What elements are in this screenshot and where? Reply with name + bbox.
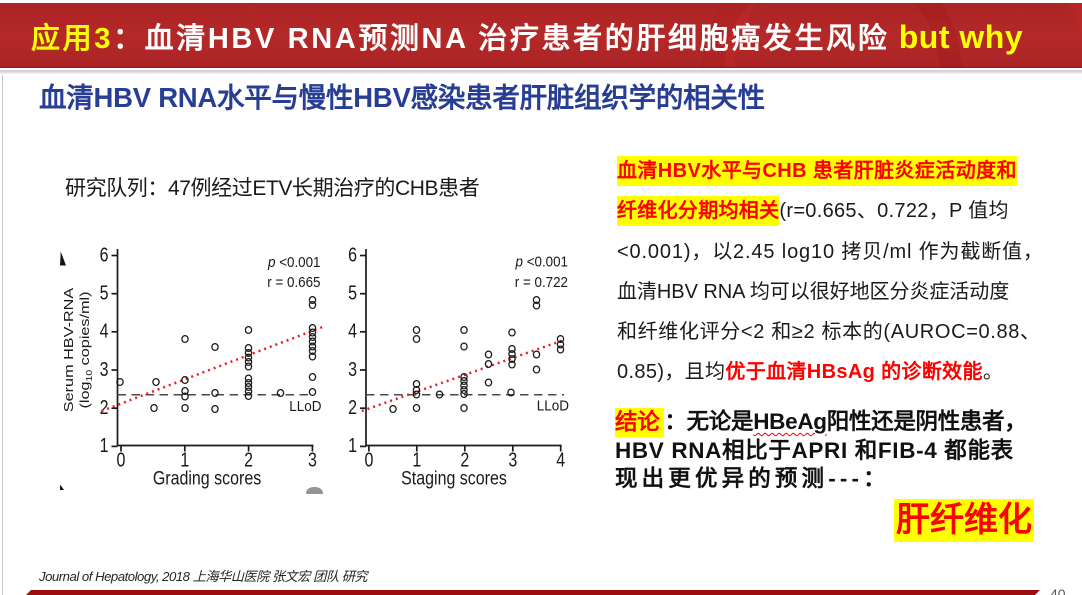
svg-text:0: 0 bbox=[364, 449, 373, 471]
svg-text:1: 1 bbox=[348, 435, 357, 457]
svg-text:4: 4 bbox=[556, 449, 565, 471]
svg-text:4: 4 bbox=[348, 320, 357, 342]
svg-text:Serum HBV-RNA: Serum HBV-RNA bbox=[62, 288, 76, 412]
svg-text:5: 5 bbox=[348, 282, 357, 304]
svg-text:1: 1 bbox=[100, 435, 109, 457]
svg-text:3: 3 bbox=[308, 449, 317, 471]
svg-text:3: 3 bbox=[100, 358, 109, 380]
svg-text:0: 0 bbox=[117, 449, 126, 471]
svg-text:2: 2 bbox=[348, 396, 357, 418]
svg-text:3: 3 bbox=[508, 449, 517, 471]
svg-text:6: 6 bbox=[348, 244, 357, 266]
svg-text:1: 1 bbox=[180, 449, 189, 471]
svg-text:Grading scores: Grading scores bbox=[153, 467, 261, 489]
svg-text:p <0.001: p <0.001 bbox=[267, 254, 320, 271]
svg-text:2: 2 bbox=[100, 396, 109, 418]
svg-text:p <0.001: p <0.001 bbox=[515, 254, 568, 271]
svg-text:LLoD: LLoD bbox=[289, 398, 321, 415]
svg-text:2: 2 bbox=[460, 449, 469, 471]
svg-text:5: 5 bbox=[100, 282, 109, 304]
svg-text:Staging scores: Staging scores bbox=[401, 467, 507, 489]
svg-text:r = 0.665: r = 0.665 bbox=[267, 274, 320, 291]
svg-text:2: 2 bbox=[244, 449, 253, 471]
svg-text:1: 1 bbox=[412, 449, 421, 471]
svg-text:LLoD: LLoD bbox=[537, 398, 569, 415]
svg-text:(log10 copies/ml): (log10 copies/ml) bbox=[78, 291, 94, 408]
svg-text:r = 0.722: r = 0.722 bbox=[515, 274, 568, 291]
svg-text:4: 4 bbox=[100, 320, 109, 342]
svg-text:6: 6 bbox=[100, 244, 109, 266]
svg-text:3: 3 bbox=[348, 358, 357, 380]
